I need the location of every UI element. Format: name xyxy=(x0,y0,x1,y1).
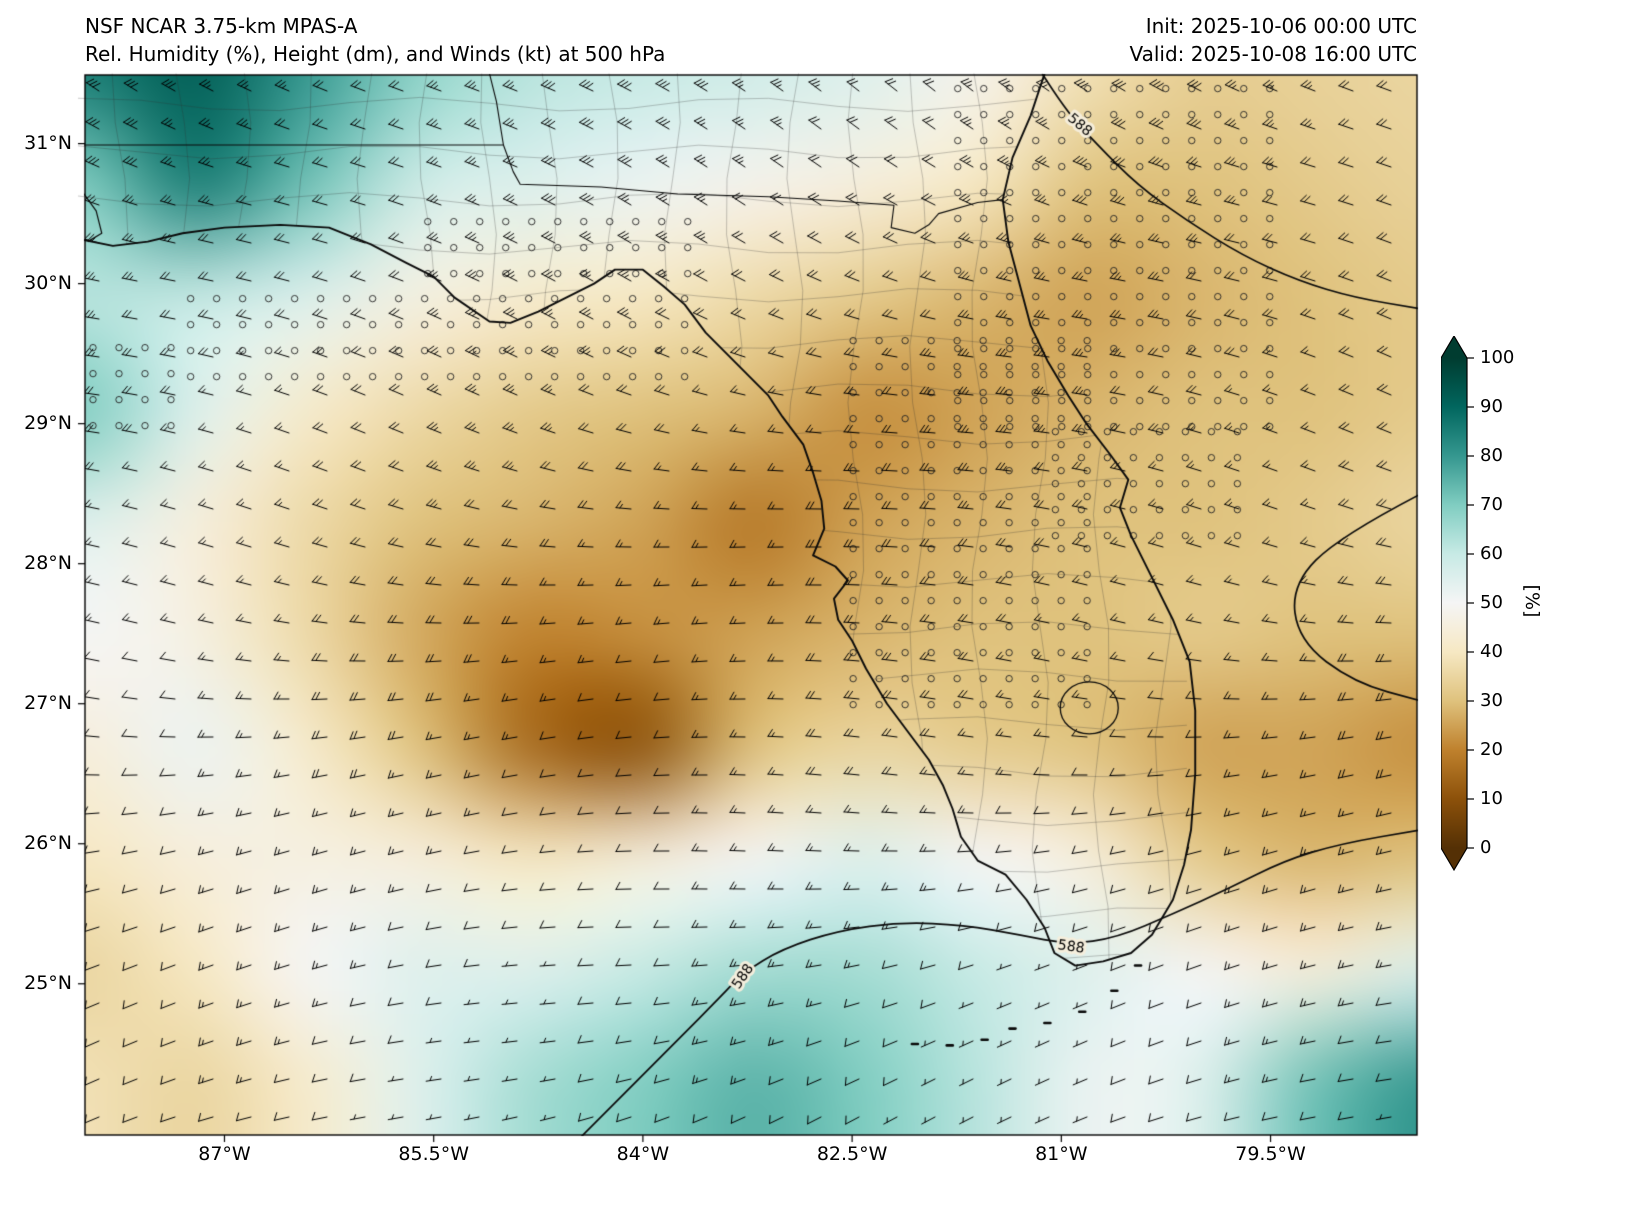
header-left: NSF NCAR 3.75-km MPAS-A Rel. Humidity (%… xyxy=(85,12,665,68)
y-tick-label: 30°N xyxy=(24,271,72,294)
colorbar-tick-label: 100 xyxy=(1480,347,1515,368)
colorbar-tick-label: 30 xyxy=(1480,690,1503,711)
colorbar-tick-label: 0 xyxy=(1480,837,1492,858)
y-tick-label: 25°N xyxy=(24,971,72,994)
colorbar-tick-label: 60 xyxy=(1480,543,1503,564)
x-tick-label: 81°W xyxy=(1035,1143,1088,1165)
colorbar-tickmarks xyxy=(1467,357,1474,849)
header-right: Init: 2025-10-06 00:00 UTC Valid: 2025-1… xyxy=(1129,12,1417,68)
y-tick-label: 26°N xyxy=(24,831,72,854)
colorbar-unit-label: [%] xyxy=(1521,584,1543,618)
y-tick-label: 31°N xyxy=(24,131,72,154)
x-tick-label: 85.5°W xyxy=(398,1143,469,1165)
y-tick-label: 28°N xyxy=(24,551,72,574)
colorbar-tick-label: 90 xyxy=(1480,396,1503,417)
colorbar-tick-label: 80 xyxy=(1480,445,1503,466)
init-time: Init: 2025-10-06 00:00 UTC xyxy=(1145,14,1417,38)
colorbar-tick-label: 10 xyxy=(1480,788,1503,809)
y-tick-label: 29°N xyxy=(24,411,72,434)
x-tick-label: 79.5°W xyxy=(1235,1143,1306,1165)
valid-time: Valid: 2025-10-08 16:00 UTC xyxy=(1129,42,1417,66)
colorbar-tick-label: 50 xyxy=(1480,592,1503,613)
x-tick-label: 87°W xyxy=(198,1143,251,1165)
x-tick-label: 82.5°W xyxy=(816,1143,888,1165)
colorbar-tick-label: 70 xyxy=(1480,494,1503,515)
field-subtitle: Rel. Humidity (%), Height (dm), and Wind… xyxy=(85,42,666,66)
colorbar-gradient xyxy=(1441,336,1468,872)
x-tick-label: 84°W xyxy=(616,1143,670,1165)
y-tick-label: 27°N xyxy=(24,691,72,714)
colorbar-tick-label: 20 xyxy=(1480,739,1503,760)
colorbar xyxy=(1441,336,1474,872)
model-title: NSF NCAR 3.75-km MPAS-A xyxy=(85,14,358,38)
colorbar-tick-label: 40 xyxy=(1480,641,1503,662)
